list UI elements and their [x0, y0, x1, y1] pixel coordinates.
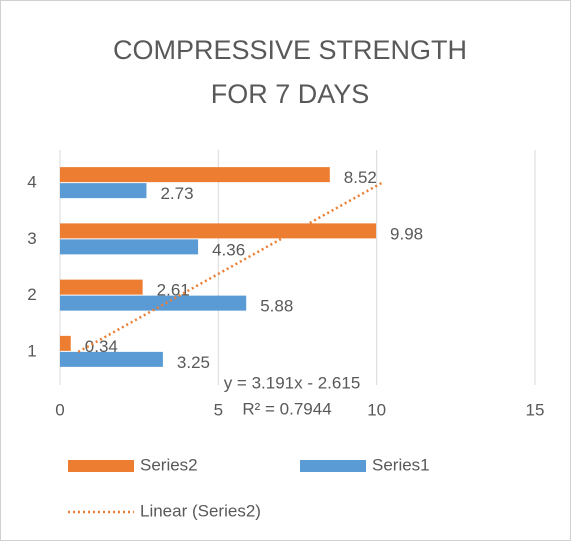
y-tick-label: 3	[27, 229, 36, 248]
data-label: 0.34	[85, 337, 118, 356]
x-tick-label: 10	[367, 400, 386, 419]
legend-label: Linear (Series2)	[140, 501, 261, 520]
bar	[60, 223, 377, 239]
y-tick-label: 1	[27, 341, 36, 360]
bar	[60, 279, 143, 295]
bar	[60, 183, 147, 199]
legend-label: Series2	[140, 455, 198, 474]
chart-title: COMPRESSIVE STRENGTH	[113, 35, 467, 65]
trendline-equation: y = 3.191x - 2.615	[224, 373, 361, 392]
bar	[60, 335, 71, 351]
data-label: 2.73	[160, 184, 193, 203]
x-tick-label: 15	[526, 400, 545, 419]
bar	[60, 239, 199, 255]
bar	[60, 167, 330, 183]
data-label: 2.61	[157, 281, 190, 300]
chart-title: FOR 7 DAYS	[211, 79, 370, 109]
x-tick-label: 0	[55, 400, 64, 419]
data-label: 4.36	[212, 240, 245, 259]
legend-swatch	[68, 460, 134, 472]
trendline-r-squared: R² = 0.7944	[242, 399, 331, 418]
legend-label: Series1	[372, 455, 430, 474]
y-tick-label: 2	[27, 285, 36, 304]
bar	[60, 295, 247, 311]
bar	[60, 351, 163, 367]
data-label: 8.52	[344, 168, 377, 187]
legend-swatch	[300, 460, 366, 472]
data-label: 9.98	[390, 224, 423, 243]
data-label: 3.25	[177, 353, 210, 372]
y-tick-label: 4	[27, 173, 36, 192]
data-label: 5.88	[260, 297, 293, 316]
x-tick-label: 5	[214, 400, 223, 419]
